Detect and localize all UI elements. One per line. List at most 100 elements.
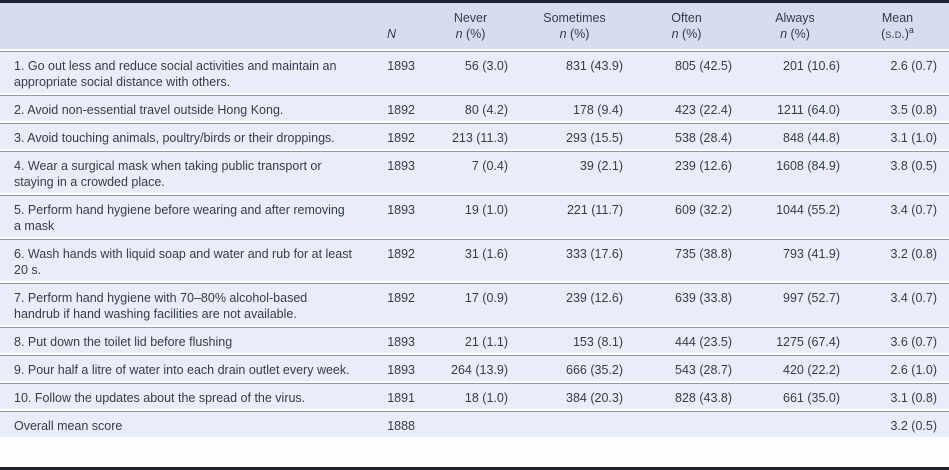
often-column-sub: n (%) (671, 27, 702, 41)
always-cell: 201 (10.6) (744, 51, 852, 93)
never-cell: 80 (4.2) (427, 95, 520, 121)
never-column-sub: n (%) (455, 27, 486, 41)
table-body: 1. Go out less and reduce social activit… (0, 51, 949, 437)
sometimes-column-label: Sometimes (543, 11, 606, 25)
n-cell: 1891 (362, 383, 427, 409)
sometimes-cell: 666 (35.2) (520, 355, 635, 381)
header-row: N Never n (%) Sometimes n (%) Often n (%… (0, 3, 949, 49)
n-cell: 1893 (362, 327, 427, 353)
never-cell: 31 (1.6) (427, 239, 520, 281)
sometimes-cell: 39 (2.1) (520, 151, 635, 193)
n-column-label: N (386, 27, 397, 41)
mean-cell: 3.8 (0.5) (852, 151, 949, 193)
table-row: 5. Perform hand hygiene before wearing a… (0, 195, 949, 237)
never-cell: 264 (13.9) (427, 355, 520, 381)
table-row: 3. Avoid touching animals, poultry/birds… (0, 123, 949, 149)
never-cell: 213 (11.3) (427, 123, 520, 149)
item-cell: 3. Avoid touching animals, poultry/birds… (0, 123, 362, 149)
mean-cell: 2.6 (0.7) (852, 51, 949, 93)
often-cell (635, 411, 744, 437)
sometimes-cell: 333 (17.6) (520, 239, 635, 281)
item-cell: 6. Wash hands with liquid soap and water… (0, 239, 362, 281)
never-cell: 7 (0.4) (427, 151, 520, 193)
item-cell: 8. Put down the toilet lid before flushi… (0, 327, 362, 353)
sometimes-column-header: Sometimes n (%) (520, 3, 635, 49)
table-row: 6. Wash hands with liquid soap and water… (0, 239, 949, 281)
never-cell: 19 (1.0) (427, 195, 520, 237)
never-cell (427, 411, 520, 437)
n-cell: 1893 (362, 51, 427, 93)
often-cell: 239 (12.6) (635, 151, 744, 193)
mean-cell: 3.1 (1.0) (852, 123, 949, 149)
table-row: 4. Wear a surgical mask when taking publ… (0, 151, 949, 193)
never-cell: 18 (1.0) (427, 383, 520, 409)
table-header: N Never n (%) Sometimes n (%) Often n (%… (0, 3, 949, 49)
mean-column-label: Mean (881, 11, 914, 25)
n-cell: 1893 (362, 195, 427, 237)
item-cell: 9. Pour half a litre of water into each … (0, 355, 362, 381)
often-cell: 805 (42.5) (635, 51, 744, 93)
mean-cell: 3.2 (0.5) (852, 411, 949, 437)
sometimes-cell: 178 (9.4) (520, 95, 635, 121)
table-row: 9. Pour half a litre of water into each … (0, 355, 949, 381)
item-cell: Overall mean score (0, 411, 362, 437)
mean-cell: 3.1 (0.8) (852, 383, 949, 409)
often-cell: 423 (22.4) (635, 95, 744, 121)
often-column-header: Often n (%) (635, 3, 744, 49)
always-column-header: Always n (%) (744, 3, 852, 49)
often-cell: 538 (28.4) (635, 123, 744, 149)
always-cell: 1211 (64.0) (744, 95, 852, 121)
always-cell: 1044 (55.2) (744, 195, 852, 237)
table-row: Overall mean score 1888 3.2 (0.5) (0, 411, 949, 437)
preventive-measures-table: N Never n (%) Sometimes n (%) Often n (%… (0, 3, 949, 439)
always-cell (744, 411, 852, 437)
n-cell: 1892 (362, 239, 427, 281)
item-cell: 5. Perform hand hygiene before wearing a… (0, 195, 362, 237)
always-column-label: Always (775, 11, 815, 25)
often-cell: 828 (43.8) (635, 383, 744, 409)
always-cell: 1608 (84.9) (744, 151, 852, 193)
n-cell: 1892 (362, 95, 427, 121)
mean-cell: 3.4 (0.7) (852, 195, 949, 237)
sometimes-cell: 831 (43.9) (520, 51, 635, 93)
item-cell: 4. Wear a surgical mask when taking publ… (0, 151, 362, 193)
never-cell: 56 (3.0) (427, 51, 520, 93)
often-cell: 444 (23.5) (635, 327, 744, 353)
n-cell: 1893 (362, 151, 427, 193)
often-cell: 735 (38.8) (635, 239, 744, 281)
table-row: 7. Perform hand hygiene with 70–80% alco… (0, 283, 949, 325)
always-cell: 793 (41.9) (744, 239, 852, 281)
n-cell: 1892 (362, 123, 427, 149)
item-cell: 1. Go out less and reduce social activit… (0, 51, 362, 93)
always-cell: 1275 (67.4) (744, 327, 852, 353)
sometimes-cell (520, 411, 635, 437)
often-cell: 639 (33.8) (635, 283, 744, 325)
footnote-marker: a (908, 24, 914, 35)
table-row: 8. Put down the toilet lid before flushi… (0, 327, 949, 353)
always-cell: 997 (52.7) (744, 283, 852, 325)
always-column-sub: n (%) (780, 27, 810, 41)
item-cell: 10. Follow the updates about the spread … (0, 383, 362, 409)
mean-cell: 3.6 (0.7) (852, 327, 949, 353)
item-column-header (0, 3, 362, 49)
n-cell: 1888 (362, 411, 427, 437)
n-column-header: N (362, 3, 427, 49)
mean-cell: 3.5 (0.8) (852, 95, 949, 121)
often-cell: 543 (28.7) (635, 355, 744, 381)
mean-cell: 3.2 (0.8) (852, 239, 949, 281)
sometimes-cell: 221 (11.7) (520, 195, 635, 237)
n-cell: 1892 (362, 283, 427, 325)
mean-cell: 2.6 (1.0) (852, 355, 949, 381)
always-cell: 420 (22.2) (744, 355, 852, 381)
always-cell: 661 (35.0) (744, 383, 852, 409)
sometimes-column-sub: n (%) (559, 27, 590, 41)
mean-column-sub: (s.d.)a (881, 24, 914, 41)
never-cell: 21 (1.1) (427, 327, 520, 353)
item-cell: 2. Avoid non-essential travel outside Ho… (0, 95, 362, 121)
n-cell: 1893 (362, 355, 427, 381)
table-row: 10. Follow the updates about the spread … (0, 383, 949, 409)
often-cell: 609 (32.2) (635, 195, 744, 237)
always-cell: 848 (44.8) (744, 123, 852, 149)
often-column-label: Often (671, 11, 702, 25)
item-cell: 7. Perform hand hygiene with 70–80% alco… (0, 283, 362, 325)
